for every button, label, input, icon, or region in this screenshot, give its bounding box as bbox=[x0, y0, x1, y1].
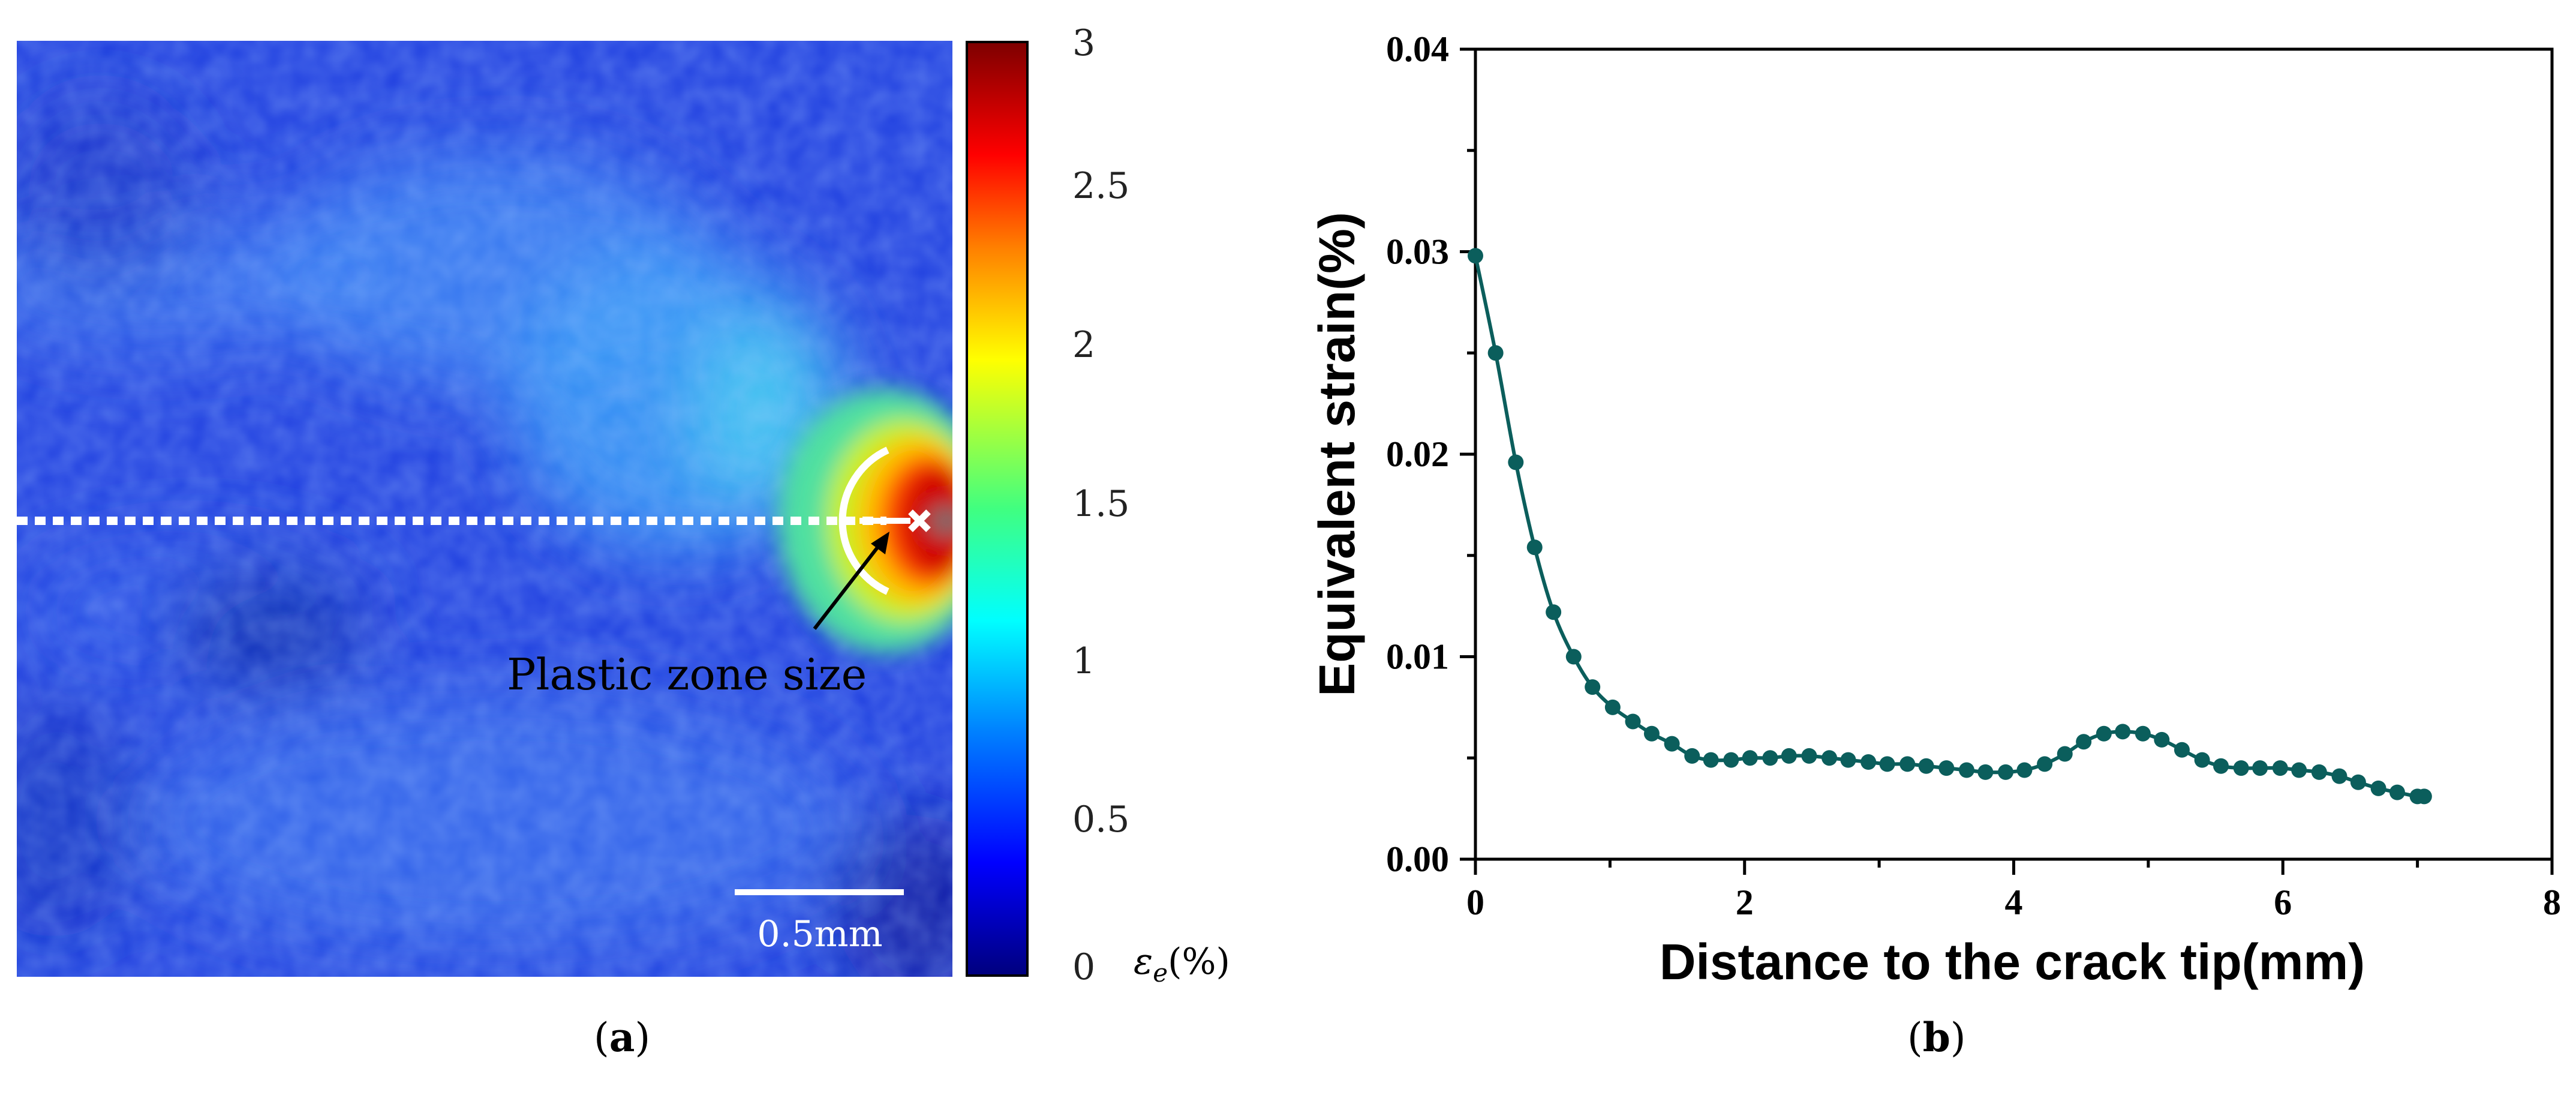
data-point bbox=[2416, 788, 2432, 805]
data-point bbox=[1585, 679, 1601, 695]
data-point bbox=[1684, 748, 1700, 764]
data-point bbox=[2174, 742, 2190, 758]
data-point bbox=[1546, 604, 1562, 620]
data-point bbox=[2389, 784, 2405, 800]
colorbar-label-subscript: e bbox=[1153, 958, 1168, 988]
x-tick-label: 6 bbox=[2274, 883, 2292, 922]
data-point bbox=[1703, 752, 1719, 768]
scale-bar bbox=[735, 889, 904, 895]
caption-b-letter: b bbox=[1922, 1014, 1950, 1061]
data-point bbox=[1742, 750, 1758, 766]
data-point bbox=[2154, 731, 2170, 748]
plastic-zone-arc bbox=[838, 446, 889, 595]
data-point bbox=[2194, 752, 2210, 768]
colorbar-tick: 0.5 bbox=[1072, 799, 1130, 841]
tick-labels: 0 2 4 6 8 0.00 0.01 0.02 0.03 0.04 bbox=[1386, 29, 2561, 922]
colorbar-tick: 0 bbox=[1072, 946, 1096, 988]
colorbar-label: εe(%) bbox=[1134, 941, 1230, 988]
strain-field-graphic bbox=[17, 41, 952, 977]
y-tick-label: 0.02 bbox=[1386, 434, 1449, 474]
data-point bbox=[1468, 248, 1483, 264]
data-point bbox=[1801, 748, 1817, 764]
data-point bbox=[1840, 752, 1856, 768]
data-point bbox=[2213, 758, 2229, 774]
x-tick-label: 8 bbox=[2543, 883, 2561, 922]
data-point bbox=[2331, 768, 2347, 784]
plot-frame bbox=[1474, 47, 2554, 861]
data-point bbox=[1565, 649, 1582, 665]
data-point bbox=[1625, 713, 1641, 730]
data-point bbox=[1977, 764, 1994, 780]
colorbar-tick: 3 bbox=[1072, 22, 1096, 64]
data-point bbox=[1958, 762, 1974, 778]
y-tick-label: 0.00 bbox=[1386, 839, 1449, 879]
y-tick-label: 0.04 bbox=[1386, 29, 1449, 69]
data-point bbox=[2016, 762, 2033, 778]
x-tick-label: 0 bbox=[1466, 883, 1484, 922]
colorbar-tick: 1 bbox=[1072, 640, 1096, 682]
series-line bbox=[1474, 255, 2425, 799]
data-point bbox=[2076, 734, 2092, 750]
data-point bbox=[2252, 760, 2268, 776]
data-point bbox=[2311, 764, 2327, 780]
axis-ticks bbox=[1460, 47, 2554, 875]
data-point bbox=[1918, 758, 1934, 774]
data-point bbox=[2115, 724, 2131, 740]
data-point bbox=[1643, 725, 1660, 742]
data-point bbox=[1762, 750, 1778, 766]
y-tick-label: 0.03 bbox=[1386, 232, 1449, 272]
data-point bbox=[2037, 756, 2053, 772]
data-point bbox=[2370, 780, 2386, 796]
colorbar-tick: 2 bbox=[1072, 324, 1096, 366]
annotation-arrow-head bbox=[871, 532, 889, 554]
data-point bbox=[1526, 539, 1543, 556]
annotation-arrow bbox=[813, 542, 882, 630]
data-point bbox=[1604, 699, 1621, 715]
data-point bbox=[1664, 736, 1680, 752]
colorbar-tick: 1.5 bbox=[1072, 483, 1130, 525]
crack-tip-marker bbox=[908, 509, 931, 532]
data-point bbox=[1821, 750, 1838, 766]
data-point bbox=[1508, 454, 1524, 470]
data-point bbox=[2350, 774, 2366, 790]
x-axis-title: Distance to the crack tip(mm) bbox=[1660, 934, 2365, 990]
data-point bbox=[2057, 746, 2073, 762]
colorbar-label-symbol: ε bbox=[1134, 941, 1153, 983]
strain-field-image bbox=[17, 41, 952, 977]
scale-bar-label: 0.5mm bbox=[757, 913, 883, 955]
y-axis-title: Equivalent strain(%) bbox=[1309, 212, 1365, 696]
data-point bbox=[2291, 762, 2307, 778]
data-point bbox=[2233, 760, 2249, 776]
data-point bbox=[1860, 754, 1877, 770]
series-points bbox=[1468, 248, 2432, 805]
colorbar-label-unit: (%) bbox=[1168, 941, 1230, 983]
data-point bbox=[1998, 764, 2014, 780]
y-tick-label: 0.01 bbox=[1386, 637, 1449, 677]
data-point bbox=[1938, 760, 1955, 776]
data-point bbox=[2096, 725, 2112, 742]
x-tick-label: 2 bbox=[1736, 883, 1754, 922]
data-point bbox=[1899, 756, 1916, 772]
caption-b: (b) bbox=[1907, 1014, 1966, 1061]
x-tick-label: 4 bbox=[2005, 883, 2023, 922]
colorbar bbox=[966, 41, 1029, 977]
data-point bbox=[1487, 345, 1504, 361]
data-point bbox=[1879, 756, 1895, 772]
plastic-zone-annotation: Plastic zone size bbox=[507, 649, 867, 700]
caption-a: (a) bbox=[594, 1014, 651, 1061]
data-point bbox=[1723, 752, 1739, 768]
data-point bbox=[2272, 760, 2288, 776]
data-point bbox=[2135, 725, 2151, 742]
caption-a-letter: a bbox=[609, 1014, 635, 1061]
colorbar-tick: 2.5 bbox=[1072, 165, 1130, 207]
data-point bbox=[1781, 748, 1797, 764]
